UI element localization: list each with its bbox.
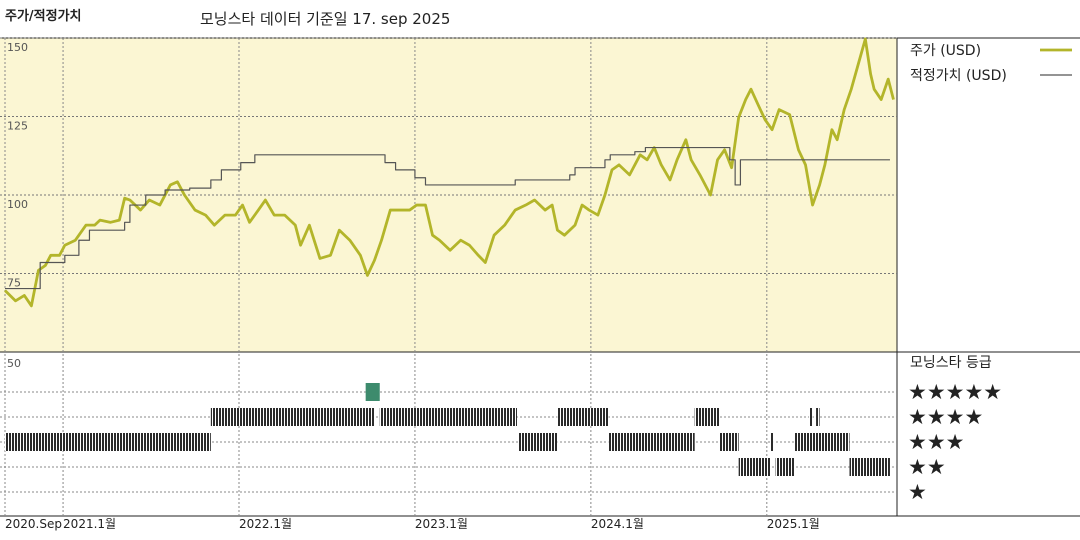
x-tick-label: 2021.1월	[63, 517, 116, 531]
rating-level-label: ★★★	[908, 430, 964, 454]
legend-label: 주가 (USD)	[910, 43, 981, 59]
legend-label: 적정가치 (USD)	[910, 68, 1007, 84]
chart-subtitle: 모닝스타 데이터 기준일 17. sep 2025	[200, 10, 450, 28]
series-line	[5, 146, 890, 290]
y-tick-label: 150	[7, 41, 28, 54]
chart-title: 주가/적정가치	[5, 8, 82, 24]
rating-bar	[816, 408, 820, 426]
rating-bar	[719, 433, 739, 451]
rating-bar	[608, 433, 695, 451]
rating-axis-label: 50	[7, 357, 21, 370]
rating-title: 모닝스타 등급	[910, 355, 992, 371]
rating-level-label: ★★★★★	[908, 380, 1002, 404]
rating-bar	[365, 383, 380, 401]
rating-bar	[379, 408, 517, 426]
rating-level-label: ★★	[908, 455, 946, 479]
x-tick-label: 2022.1월	[239, 517, 292, 531]
rating-bar	[770, 433, 774, 451]
series-line	[4, 37, 895, 308]
x-tick-label: 2025.1월	[767, 517, 820, 531]
rating-bar	[849, 458, 890, 476]
rating-bar	[210, 408, 375, 426]
y-tick-label: 100	[7, 198, 28, 211]
rating-bar	[5, 433, 211, 451]
rating-bar	[775, 458, 795, 476]
x-tick-label: 2020.Sep	[5, 517, 62, 531]
rating-level-label: ★	[908, 480, 927, 504]
y-tick-label: 125	[7, 120, 28, 133]
rating-bar	[794, 433, 850, 451]
rating-bar	[738, 458, 771, 476]
rating-level-label: ★★★★	[908, 405, 983, 429]
y-tick-label: 75	[7, 277, 21, 290]
rating-bar	[518, 433, 558, 451]
x-tick-label: 2024.1월	[591, 517, 644, 531]
rating-bar	[809, 408, 813, 426]
x-tick-label: 2023.1월	[415, 517, 468, 531]
rating-bar	[557, 408, 609, 426]
rating-bar	[694, 408, 720, 426]
